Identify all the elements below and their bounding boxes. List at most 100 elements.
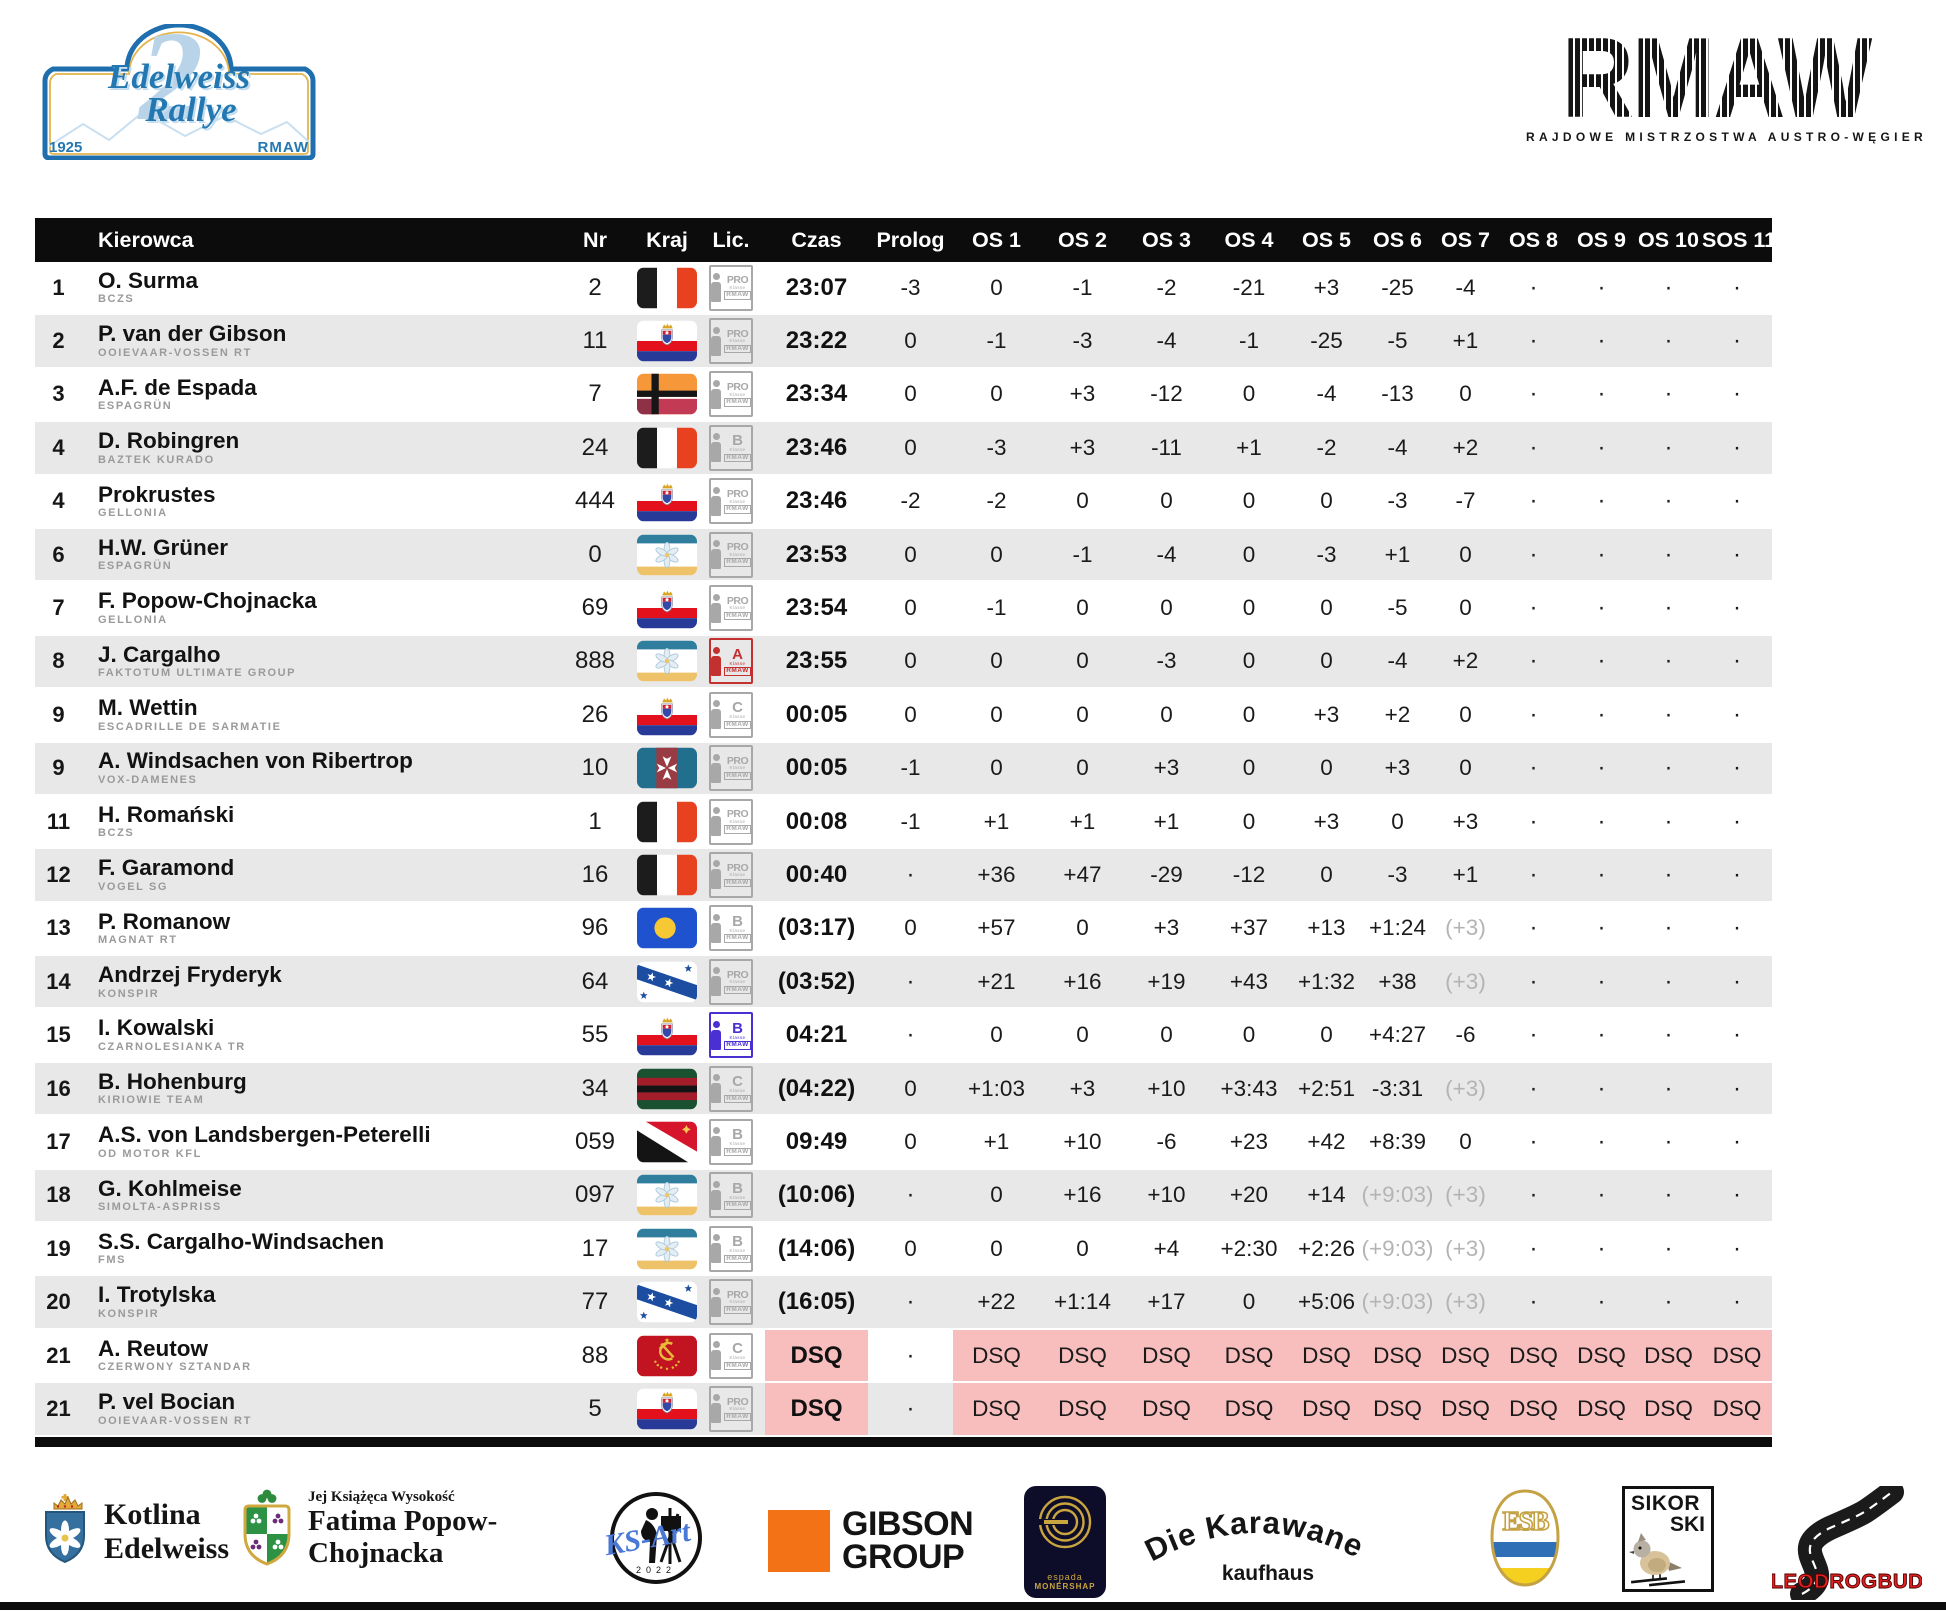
- stage-time: ·: [1597, 594, 1606, 622]
- stage-time: 0: [1076, 1022, 1089, 1048]
- stage-time: 0: [1320, 755, 1333, 781]
- stage-time: ·: [906, 1181, 915, 1209]
- stage-time: 0: [990, 541, 1003, 567]
- driver-name: Andrzej Fryderyk: [98, 964, 282, 988]
- stage-time: DSQ: [1702, 1329, 1772, 1382]
- stage-time: ·: [1664, 1074, 1673, 1102]
- car-number: 0: [588, 540, 602, 568]
- license-cell: PRO Klasse RMAW: [697, 582, 765, 633]
- license-badge: PRO Klasse RMAW: [709, 264, 753, 311]
- total-time: 00:05: [785, 754, 848, 782]
- sponsor-leodrogbud-label: LEODROGBUD: [1772, 1570, 1922, 1593]
- total-time: 09:49: [785, 1127, 848, 1155]
- driver-cell: I. Kowalski CZARNOLESIANKA TR: [82, 1017, 553, 1053]
- stage-time: -21: [1232, 274, 1266, 300]
- flag-icon: [637, 1116, 697, 1167]
- stage-time: +2:26: [1298, 1235, 1355, 1261]
- stage-time: -25: [1381, 274, 1414, 300]
- car-number: 69: [581, 594, 609, 622]
- stage-time: -25: [1310, 328, 1343, 354]
- license-klasse-label: Klasse: [729, 1194, 746, 1200]
- stage-time: +1:32: [1298, 968, 1355, 994]
- driver-cell: A.S. von Landsbergen-Peterelli OD MOTOR K…: [82, 1124, 553, 1160]
- stage-time: -7: [1455, 488, 1476, 514]
- license-class: B: [732, 1019, 743, 1037]
- license-class: B: [732, 1233, 743, 1251]
- stage-time: 0: [1242, 648, 1256, 674]
- team-name: OOIEVAAR-VOSSEN RT: [98, 346, 252, 359]
- stage-time: 0: [904, 381, 917, 407]
- license-cell: PRO Klasse RMAW: [697, 369, 765, 420]
- driver-cell: D. Robingren BAZTEK KURADO: [82, 430, 553, 466]
- stage-time: ·: [1664, 327, 1673, 355]
- stage-time: (+9:03): [1361, 1235, 1434, 1261]
- team-name: BAZTEK KURADO: [98, 453, 215, 466]
- table-row: 11 H. Romański BCZS 1 PRO Klasse RMAW 00:08 -…: [35, 795, 1772, 850]
- car-number: 24: [581, 433, 609, 461]
- driver-figure-icon: [711, 1020, 722, 1051]
- license-klasse-label: Klasse: [729, 1248, 746, 1254]
- stage-time: 0: [904, 701, 917, 727]
- license-rmaw-label: RMAW: [724, 1305, 751, 1315]
- license-cell: PRO Klasse RMAW: [697, 849, 765, 900]
- kotlina-shield-icon: [45, 1494, 85, 1564]
- stage-time: ·: [1597, 1021, 1606, 1049]
- driver-cell: F. Garamond VOGEL SG: [82, 857, 553, 893]
- driver-cell: I. Trotylska KONSPIR: [82, 1284, 553, 1320]
- stage-time: ·: [1529, 1074, 1538, 1102]
- rmaw-letters: RMAW: [1526, 21, 1906, 135]
- driver-figure-icon: [711, 859, 722, 890]
- license-class: PRO: [726, 274, 749, 287]
- stage-time: -2: [1316, 434, 1337, 460]
- gibson-orange-square-icon: [768, 1510, 830, 1573]
- stage-time: ·: [1529, 273, 1538, 301]
- license-rmaw-label: RMAW: [724, 825, 751, 834]
- license-cell: B Klasse RMAW: [697, 903, 765, 954]
- plate-title-line1: Edelweiss: [108, 57, 250, 96]
- license-badge: A Klasse RMAW: [709, 638, 753, 685]
- license-class: PRO: [726, 488, 749, 500]
- sponsor-ks-art: KS-Art 2022: [602, 1492, 702, 1584]
- table-row: 13 P. Romanow MAGNAT RT 96 B Klasse RMAW (03…: [35, 902, 1772, 957]
- car-number: 059: [574, 1127, 616, 1155]
- license-klasse-label: Klasse: [729, 714, 746, 720]
- position: 2: [52, 328, 65, 354]
- license-class: PRO: [726, 381, 749, 394]
- driver-name: I. Trotylska: [98, 1284, 216, 1308]
- stage-time: ·: [1529, 754, 1538, 782]
- sponsor-fatima-pretitle: Jej Książęca Wysokość: [308, 1489, 455, 1506]
- stage-time: ·: [1664, 1288, 1673, 1316]
- total-time: DSQ: [765, 1329, 868, 1382]
- stage-time: -5: [1387, 328, 1408, 354]
- stage-time: 0: [904, 648, 917, 674]
- car-number: 2: [588, 273, 602, 301]
- stage-time: -12: [1232, 861, 1266, 887]
- rally-plate-logo: 2 Edelweiss Rallye 1925 RMAW: [35, 12, 323, 164]
- stage-time: +1: [1452, 328, 1479, 354]
- position: 7: [52, 595, 65, 621]
- stage-time: (+9:03): [1361, 1289, 1434, 1315]
- stage-time: -3: [1316, 541, 1337, 567]
- column-header: OS 5: [1302, 227, 1351, 252]
- stage-time: ·: [1597, 647, 1606, 675]
- sponsor-sikorski-line2: SKI: [1669, 1513, 1705, 1536]
- license-badge: B Klasse RMAW: [709, 1118, 753, 1165]
- stage-time: DSQ: [1290, 1329, 1363, 1382]
- stage-time: ·: [1597, 807, 1606, 835]
- driver-cell: S.S. Cargalho-Windsachen FMS: [82, 1231, 553, 1267]
- table-row: 15 I. Kowalski CZARNOLESIANKA TR 55 B Klass…: [35, 1009, 1772, 1063]
- flag-icon: [637, 1276, 697, 1327]
- car-number: 5: [588, 1394, 602, 1422]
- column-header: OS 7: [1441, 227, 1490, 252]
- license-class: B: [732, 432, 743, 450]
- table-row: 3 A.F. de Espada ESPAGRÜN 7 PRO Klasse RMAW…: [35, 368, 1772, 423]
- stage-time: ·: [1597, 700, 1606, 728]
- license-klasse-label: Klasse: [729, 1406, 746, 1412]
- table-row: 17 A.S. von Landsbergen-Peterelli OD MOTOR…: [35, 1116, 1772, 1170]
- car-number: 10: [581, 754, 609, 782]
- stage-time: +22: [977, 1289, 1016, 1315]
- sponsor-gibson-line2: GROUP: [842, 1538, 965, 1577]
- stage-time: ·: [1664, 594, 1673, 622]
- stage-time: 0: [904, 915, 917, 941]
- stage-time: +2:51: [1298, 1075, 1355, 1101]
